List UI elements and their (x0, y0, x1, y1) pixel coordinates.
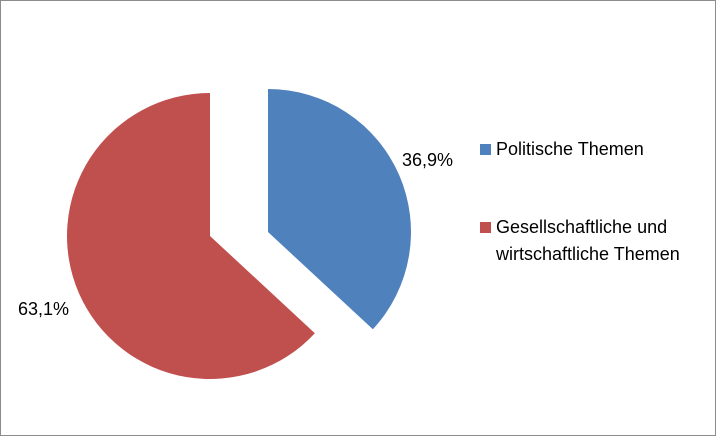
data-label-gesellschaftliche-themen: 63,1% (18, 299, 69, 319)
pie-slice-gesellschaftliche-themen (67, 93, 315, 379)
legend-item-politische-themen: Politische Themen (480, 136, 710, 163)
legend-item-gesellschaftliche-themen: Gesellschaftliche und wirtschaftliche Th… (480, 214, 710, 268)
legend-swatch-blue (480, 144, 491, 155)
pie-slice-politische-themen (268, 89, 412, 330)
legend-label: Gesellschaftliche und wirtschaftliche Th… (496, 217, 680, 264)
legend-swatch-red (480, 222, 491, 233)
legend: Politische Themen Gesellschaftliche und … (480, 136, 710, 268)
data-label-politische-themen: 36,9% (402, 150, 453, 170)
legend-label: Politische Themen (496, 139, 644, 159)
